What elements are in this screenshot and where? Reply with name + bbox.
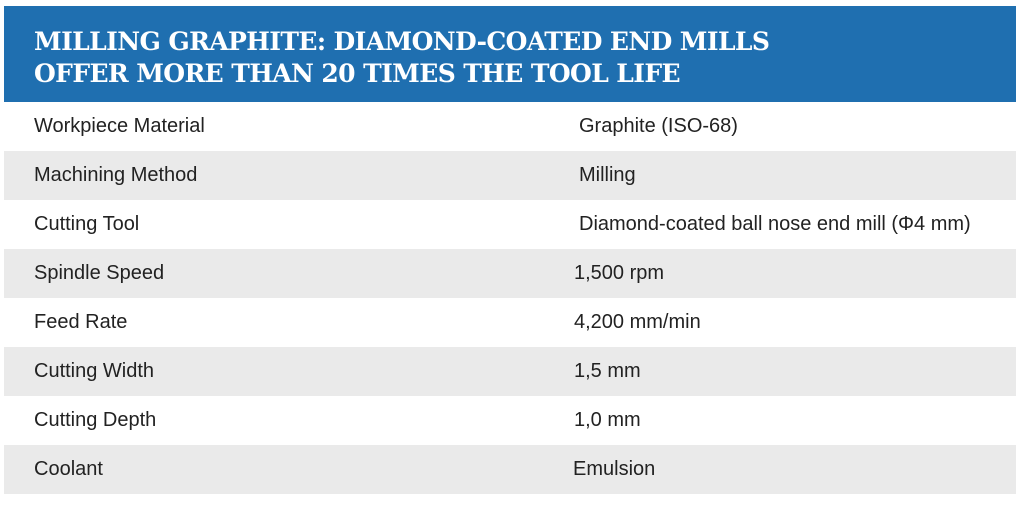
table-row: Coolant Emulsion [4,445,1016,494]
row-value: 1,0 mm [574,409,641,431]
table-title-line-2: OFFER MORE THAN 20 TIMES THE TOOL LIFE [34,59,681,88]
row-label: Coolant [34,458,103,480]
table-row: Cutting Tool Diamond-coated ball nose en… [4,200,1016,249]
row-value: Emulsion [573,458,656,480]
row-value: 1,500 rpm [574,262,665,284]
row-label: Feed Rate [34,311,128,333]
table-row: Feed Rate 4,200 mm/min [4,298,1016,347]
row-label: Workpiece Material [34,115,205,137]
row-value: 4,200 mm/min [574,311,701,333]
row-label: Cutting Depth [34,409,157,431]
row-label: Cutting Width [34,360,155,382]
parameters-table: MILLING GRAPHITE: DIAMOND-COATED END MIL… [4,6,1016,494]
table-row: Machining Method Milling [4,151,1016,200]
table-title-line-1: MILLING GRAPHITE: DIAMOND-COATED END MIL… [34,27,770,56]
table-row: Workpiece Material Graphite (ISO-68) [4,102,1016,151]
row-value: Milling [579,164,636,186]
table-header: MILLING GRAPHITE: DIAMOND-COATED END MIL… [4,6,1016,102]
row-label: Cutting Tool [34,213,140,235]
table-row: Spindle Speed 1,500 rpm [4,249,1016,298]
row-value: 1,5 mm [574,360,641,382]
table-row: Cutting Depth 1,0 mm [4,396,1016,445]
row-label: Spindle Speed [34,262,165,284]
row-value: Graphite (ISO-68) [579,115,738,137]
table-row: Cutting Width 1,5 mm [4,347,1016,396]
table-body: Workpiece Material Graphite (ISO-68) Mac… [4,102,1016,494]
row-value: Diamond-coated ball nose end mill (Φ4 mm… [579,213,971,235]
row-label: Machining Method [34,164,198,186]
